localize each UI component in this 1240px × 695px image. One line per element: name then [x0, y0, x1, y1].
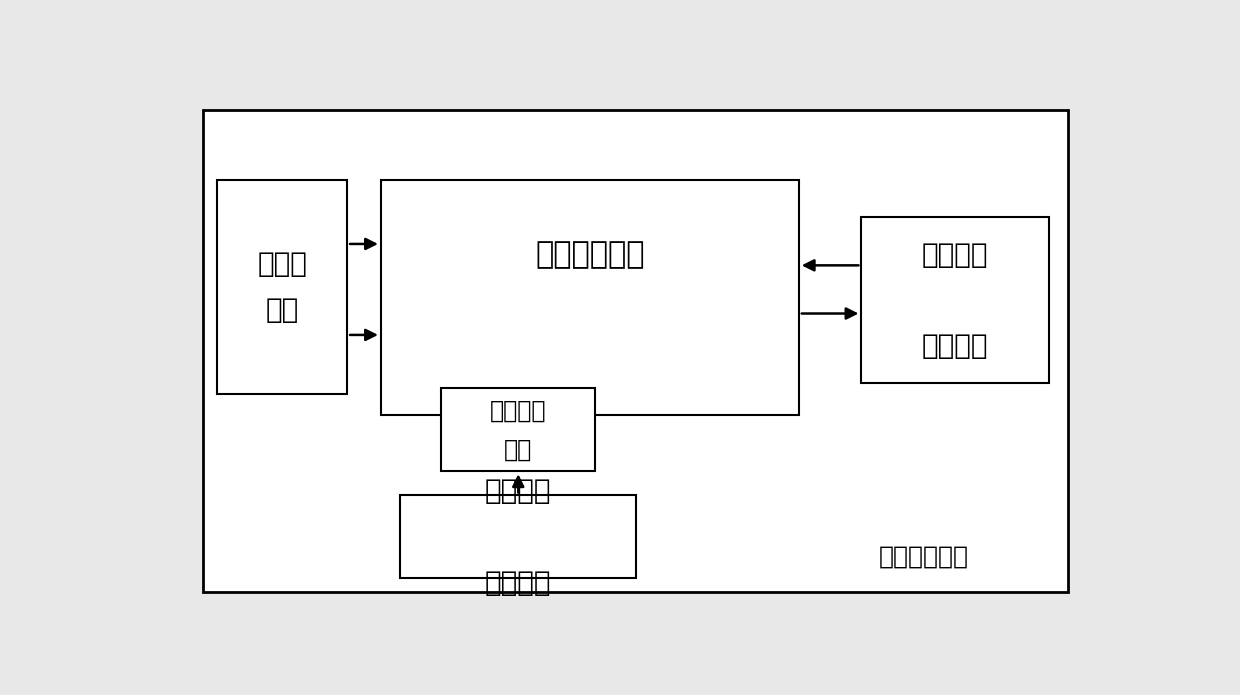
Bar: [862, 217, 1049, 383]
Text: 高压源及

控制装置: 高压源及 控制装置: [921, 240, 988, 360]
Text: 激光测
距仪: 激光测 距仪: [258, 250, 308, 324]
Bar: [217, 180, 347, 394]
Bar: [381, 180, 799, 415]
Text: 电磁屏蔽系统: 电磁屏蔽系统: [879, 545, 968, 569]
Bar: [441, 389, 595, 471]
Text: 标准极板系统: 标准极板系统: [536, 240, 645, 269]
Text: 摄像监控

读数系统: 摄像监控 读数系统: [485, 477, 551, 596]
Text: 三维旋转
机构: 三维旋转 机构: [490, 398, 547, 461]
Bar: [401, 496, 635, 578]
